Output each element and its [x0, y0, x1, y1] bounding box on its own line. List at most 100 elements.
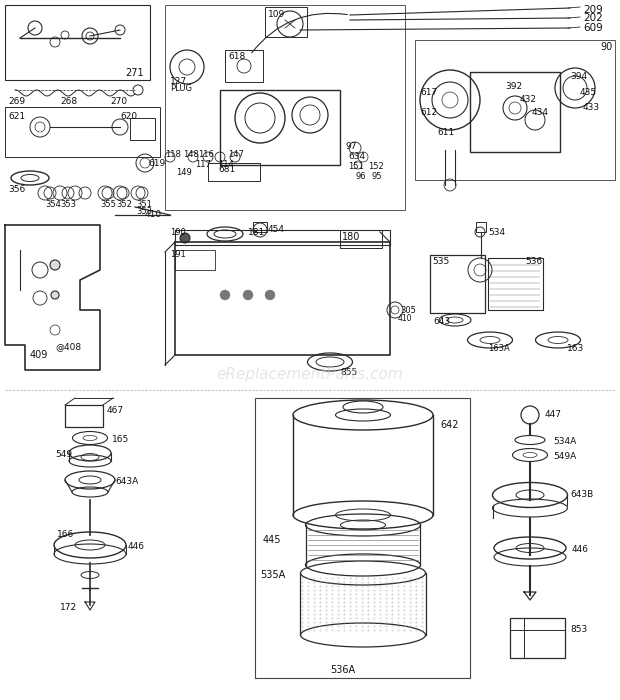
Text: eReplacementParts.com: eReplacementParts.com	[216, 368, 404, 382]
Text: 355: 355	[100, 200, 116, 209]
Text: 621: 621	[8, 112, 25, 121]
Text: 95: 95	[372, 172, 383, 181]
Text: 534A: 534A	[553, 437, 576, 446]
Text: 127: 127	[170, 77, 187, 86]
Bar	[220, 90, 340, 165]
Text: 148: 148	[183, 150, 199, 159]
Text: 447: 447	[545, 410, 562, 419]
Text: 643B: 643B	[570, 490, 593, 499]
Bar	[488, 258, 543, 310]
Text: 353: 353	[60, 200, 76, 209]
Bar	[5, 107, 160, 157]
Text: 454: 454	[268, 225, 285, 234]
Text: 620: 620	[120, 112, 137, 121]
Text: 534: 534	[488, 228, 505, 237]
Text: 681: 681	[218, 165, 235, 174]
Text: 117: 117	[195, 160, 211, 169]
Text: 151: 151	[348, 162, 364, 171]
Text: 643A: 643A	[115, 477, 138, 486]
Bar	[225, 50, 263, 82]
Text: 634: 634	[348, 152, 365, 161]
Text: 611: 611	[437, 128, 454, 137]
Text: 356: 356	[8, 185, 25, 194]
Text: 109: 109	[268, 10, 285, 19]
Circle shape	[220, 290, 230, 300]
Text: 445: 445	[263, 535, 281, 545]
Bar	[265, 7, 307, 37]
Text: 536A: 536A	[330, 665, 355, 675]
Text: 181: 181	[248, 228, 265, 237]
Text: 612: 612	[420, 108, 437, 117]
Text: 270: 270	[110, 97, 127, 106]
Text: 549A: 549A	[553, 452, 576, 461]
Text: 191: 191	[170, 250, 186, 259]
Text: 409: 409	[30, 350, 48, 360]
Bar	[415, 40, 615, 180]
Bar	[430, 255, 485, 313]
Text: 114: 114	[218, 160, 234, 169]
Text: 163: 163	[567, 344, 584, 353]
Text: 432: 432	[520, 95, 537, 104]
Text: 152: 152	[368, 162, 384, 171]
Text: 190: 190	[170, 228, 186, 237]
Text: 394: 394	[570, 72, 587, 81]
Text: 163A: 163A	[488, 344, 510, 353]
Bar	[5, 5, 150, 80]
Text: 434: 434	[532, 108, 549, 117]
Text: 180: 180	[342, 232, 360, 242]
Text: 855: 855	[340, 368, 357, 377]
Text: 410: 410	[398, 314, 412, 323]
Bar	[175, 250, 215, 270]
Text: 619: 619	[148, 159, 166, 168]
Text: @408: @408	[55, 342, 81, 351]
Text: 268: 268	[60, 97, 77, 106]
Text: 165: 165	[112, 435, 129, 444]
Text: 535: 535	[432, 257, 450, 266]
Text: 536: 536	[525, 257, 542, 266]
Text: 618: 618	[228, 52, 246, 61]
Text: 609: 609	[583, 23, 603, 33]
Circle shape	[180, 233, 190, 243]
Text: 446: 446	[572, 545, 589, 554]
Circle shape	[51, 291, 59, 299]
Text: 410: 410	[145, 210, 162, 219]
Text: 392: 392	[505, 82, 522, 91]
Text: 90: 90	[600, 42, 613, 52]
Text: 172: 172	[60, 603, 77, 612]
Text: 351: 351	[136, 200, 152, 209]
Circle shape	[50, 260, 60, 270]
Text: 435: 435	[580, 88, 597, 97]
Text: 97: 97	[345, 142, 356, 151]
Text: 643: 643	[433, 317, 450, 326]
Bar	[255, 398, 470, 678]
Bar	[340, 230, 382, 248]
Text: 617: 617	[420, 88, 437, 97]
Text: 853: 853	[570, 625, 587, 634]
Bar	[65, 405, 103, 427]
Text: 353: 353	[136, 207, 152, 216]
Text: 354: 354	[45, 200, 61, 209]
Bar	[470, 72, 560, 152]
Text: 116: 116	[198, 150, 214, 159]
Text: 433: 433	[583, 103, 600, 112]
Text: 209: 209	[583, 5, 603, 15]
Text: 271: 271	[125, 68, 144, 78]
Circle shape	[243, 290, 253, 300]
Text: 202: 202	[583, 13, 603, 23]
Text: 166: 166	[57, 530, 74, 539]
Text: 118: 118	[165, 150, 181, 159]
Text: 446: 446	[128, 542, 145, 551]
Circle shape	[265, 290, 275, 300]
Bar	[208, 163, 260, 181]
Bar	[175, 230, 390, 245]
Text: 642: 642	[440, 420, 459, 430]
Bar	[253, 222, 267, 232]
Text: 549: 549	[55, 450, 72, 459]
Text: 535A: 535A	[260, 570, 285, 580]
Text: 147: 147	[228, 150, 244, 159]
Text: 96: 96	[356, 172, 366, 181]
Bar	[476, 222, 486, 232]
Text: 305: 305	[400, 306, 416, 315]
Text: 467: 467	[107, 406, 124, 415]
Text: PLUG: PLUG	[170, 84, 192, 93]
